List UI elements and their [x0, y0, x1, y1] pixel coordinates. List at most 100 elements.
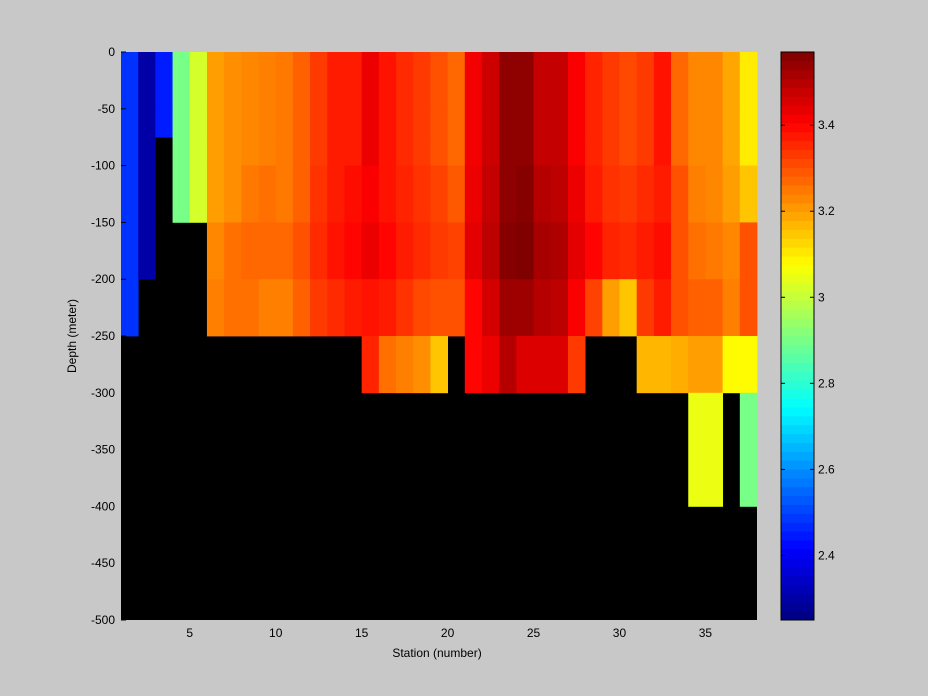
heatmap-cell — [292, 165, 311, 223]
colorbar-segment — [781, 318, 814, 328]
heatmap-cell — [361, 165, 380, 223]
heatmap-cell — [206, 52, 225, 59]
heatmap-cell — [705, 336, 724, 394]
heatmap-cell — [585, 108, 603, 138]
heatmap-cell — [413, 137, 431, 166]
heatmap-cell — [464, 137, 483, 166]
heatmap-cell — [739, 165, 758, 223]
heatmap-cell — [206, 222, 225, 280]
heatmap-cell — [739, 279, 758, 337]
heatmap-cell — [172, 165, 191, 223]
y-tick-label: -350 — [91, 443, 115, 457]
heatmap-cell — [447, 222, 466, 280]
colorbar-tick-label: 3 — [818, 290, 825, 304]
y-tick-label: -100 — [91, 159, 115, 173]
heatmap-cell — [241, 52, 259, 59]
colorbar-segment — [781, 371, 814, 381]
heatmap-cell — [344, 279, 363, 337]
heatmap-cell — [258, 222, 277, 280]
heatmap-cell — [516, 279, 534, 337]
colorbar-segment — [781, 185, 814, 195]
heatmap-cell — [430, 336, 448, 394]
heatmap-cell — [671, 52, 689, 59]
heatmap-cell — [275, 137, 294, 166]
heatmap-cell — [378, 52, 397, 59]
heatmap-cell — [705, 279, 724, 337]
colorbar-segment — [781, 220, 814, 230]
heatmap-cell — [481, 108, 500, 138]
heatmap-cell — [310, 222, 328, 280]
heatmap-cell — [722, 222, 741, 280]
heatmap-cell — [739, 52, 758, 59]
heatmap-cell — [327, 108, 345, 138]
colorbar-segment — [781, 557, 814, 568]
heatmap-cell — [206, 279, 225, 337]
heatmap-cell — [585, 222, 603, 280]
heatmap-cell — [533, 279, 552, 337]
heatmap-cell — [464, 336, 483, 394]
colorbar-segment — [781, 96, 814, 106]
colorbar-segment — [781, 87, 814, 97]
heatmap-cell — [481, 279, 500, 337]
colorbar-tick-label: 2.4 — [818, 548, 835, 562]
heatmap-cell — [464, 222, 483, 280]
heatmap-cell — [567, 57, 586, 110]
colorbar-segment — [781, 433, 814, 443]
heatmap-cell — [499, 336, 517, 394]
heatmap-cell — [516, 336, 534, 394]
heatmap-cell — [688, 57, 706, 110]
heatmap-cell — [189, 108, 208, 138]
heatmap-cell — [739, 57, 758, 110]
heatmap-cell — [241, 57, 259, 110]
heatmap-cell — [619, 165, 638, 223]
heatmap-cell — [481, 336, 500, 394]
colorbar-segment — [781, 593, 814, 603]
colorbar-segment — [781, 327, 814, 337]
heatmap-cell — [636, 279, 655, 337]
heatmap-cell — [671, 165, 689, 223]
heatmap-cell — [430, 279, 448, 337]
heatmap-cell — [344, 108, 363, 138]
colorbar-segment — [781, 273, 814, 284]
heatmap-cell — [206, 137, 225, 166]
colorbar-segment — [781, 229, 814, 239]
heatmap-cell — [464, 52, 483, 59]
colorbar-segment — [781, 611, 814, 621]
heatmap-cell — [430, 52, 448, 59]
heatmap-cell — [499, 108, 517, 138]
colorbar-segment — [781, 247, 814, 257]
colorbar-segment — [781, 211, 814, 222]
heatmap-cell — [533, 137, 552, 166]
heatmap-cell — [292, 52, 311, 59]
colorbar-segment — [781, 540, 814, 550]
y-tick-label: 0 — [108, 45, 115, 59]
heatmap-cell — [396, 52, 414, 59]
heatmap-cell — [550, 222, 569, 280]
heatmap-cell — [344, 57, 363, 110]
heatmap-cell — [722, 52, 741, 59]
colorbar-segment — [781, 460, 814, 470]
heatmap-cell — [361, 137, 380, 166]
heatmap-cell — [224, 165, 242, 223]
heatmap-cell — [396, 222, 414, 280]
heatmap-cell — [447, 165, 466, 223]
heatmap-cell — [413, 222, 431, 280]
heatmap-cell — [275, 57, 294, 110]
heatmap-cell — [327, 52, 345, 59]
heatmap-cell — [224, 108, 242, 138]
heatmap-cell — [361, 222, 380, 280]
heatmap-cell — [344, 137, 363, 166]
heatmap-cell — [636, 336, 655, 394]
heatmap-cell — [671, 336, 689, 394]
heatmap-cell — [688, 137, 706, 166]
heatmap-cell — [550, 52, 569, 59]
y-tick-label: -400 — [91, 499, 115, 513]
heatmap-cell — [258, 108, 277, 138]
heatmap-cell — [516, 52, 534, 59]
heatmap-cell — [310, 52, 328, 59]
x-tick-label: 10 — [269, 626, 283, 640]
heatmap-cell — [602, 57, 620, 110]
heatmap-cell — [688, 165, 706, 223]
heatmap-cell — [619, 52, 638, 59]
